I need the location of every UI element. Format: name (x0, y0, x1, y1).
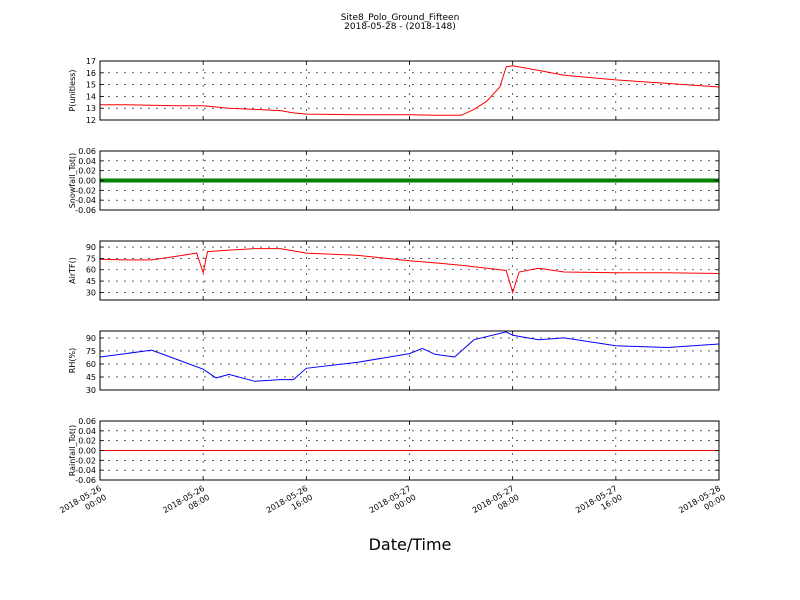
y-tick-label: -0.04 (75, 196, 96, 205)
panel-2: -0.06-0.04-0.020.000.020.040.06Snowfall_… (68, 147, 720, 215)
panel-5: -0.06-0.04-0.020.000.020.040.06Rainfall_… (68, 417, 720, 485)
panel-1: 12 13 14 15 16 17 P(unitless) (68, 57, 720, 125)
y-tick-label: -0.02 (75, 186, 96, 195)
y-tick-label: 60 (86, 266, 96, 275)
y-tick-label: 90 (86, 243, 96, 252)
y-tick-label: 30 (86, 386, 96, 395)
series-line-1-1 (100, 65, 720, 116)
y-tick-label: 45 (86, 277, 96, 286)
y-tick-label: -0.06 (75, 476, 96, 485)
y-tick-label: 0.06 (78, 417, 96, 426)
panel-4: 30 45 60 75 90 RH(%) (68, 330, 720, 395)
y-axis-label: Rainfall_Tot() (68, 425, 77, 477)
y-tick-label: 30 (86, 288, 96, 297)
y-tick-label: 0.02 (78, 167, 96, 176)
x-tick-label: 2018-05-2600:00 (58, 484, 108, 524)
y-tick-label: 0.00 (78, 177, 96, 186)
x-axis-label: Date/Time (369, 535, 452, 554)
y-tick-label: 90 (86, 334, 96, 343)
y-tick-label: 0.04 (78, 427, 96, 436)
y-tick-label: -0.02 (75, 456, 96, 465)
y-tick-label: -0.04 (75, 466, 96, 475)
y-tick-label: 17 (86, 57, 96, 66)
panels: 121314151617P(unitless)-0.06-0.04-0.020.… (68, 57, 720, 485)
chart-title: Site8_Polo_Ground_Fifteen (341, 13, 460, 23)
y-axis-label: AirTF() (68, 257, 77, 284)
y-tick-label: 12 (86, 116, 96, 125)
y-tick-label: 75 (86, 254, 96, 263)
x-tick-label: 2018-05-2616:00 (265, 484, 315, 524)
series-line-4-1 (99, 331, 720, 382)
y-tick-label: 75 (86, 347, 96, 356)
y-tick-label: 0.06 (78, 147, 96, 156)
y-tick-label: 16 (86, 69, 96, 78)
x-tick-label: 2018-05-2700:00 (368, 484, 418, 524)
x-tick-label: 2018-05-2716:00 (574, 484, 624, 524)
y-tick-label: 60 (86, 360, 96, 369)
y-tick-label: 0.02 (78, 437, 96, 446)
x-tick-label: 2018-05-2608:00 (161, 484, 211, 524)
y-tick-label: -0.06 (75, 206, 96, 215)
panel-3: 30 45 60 75 90 AirTF() (68, 240, 720, 301)
x-tick-label: 2018-05-2800:00 (677, 484, 727, 524)
y-tick-label: 45 (86, 373, 96, 382)
y-tick-label: 14 (86, 92, 96, 101)
y-axis-label: P(unitless) (68, 69, 77, 111)
x-tick-labels: 2018-05-2600:00 2018-05-2608:00 2018-05-26… (58, 484, 727, 524)
x-tick-label: 2018-05-2708:00 (471, 484, 521, 524)
series-line-3-1 (99, 248, 720, 295)
y-tick-label: 15 (86, 81, 96, 90)
chart-subtitle: 2018-05-28 - (2018-148) (344, 22, 456, 32)
y-tick-label: 0.04 (78, 157, 96, 166)
y-axis-label: Snowfall_Tot() (68, 153, 77, 209)
y-tick-label: 13 (86, 104, 96, 113)
y-axis-label: RH(%) (68, 348, 77, 373)
y-tick-label: 0.00 (78, 447, 96, 456)
